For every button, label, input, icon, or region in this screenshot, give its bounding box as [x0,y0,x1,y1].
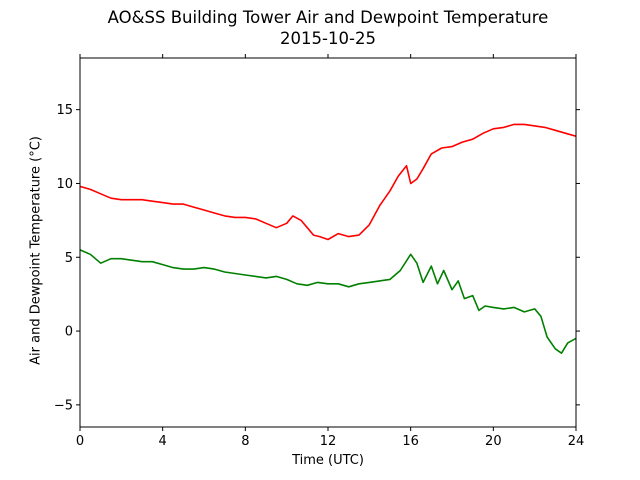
y-tick-label: 10 [56,177,73,192]
x-tick-label: 16 [402,434,419,449]
y-tick-label: 0 [65,325,73,340]
x-tick-label: 4 [159,434,167,449]
x-axis-label: Time (UTC) [292,453,364,468]
chart-subtitle: 2015-10-25 [280,29,376,48]
x-tick-label: 8 [241,434,249,449]
axes-frame [79,57,577,428]
x-tick-label: 0 [76,434,84,449]
chart-title: AO&SS Building Tower Air and Dewpoint Te… [107,8,549,27]
y-tick-label: −5 [54,398,73,413]
x-tick-label: 12 [320,434,337,449]
ticks-layer: 0 4 8 12 16 20 24 −5 0 5 10 15 [54,54,584,449]
series-line-1 [80,123,576,241]
x-tick-label: 24 [568,434,585,449]
y-tick-label: 15 [56,103,73,118]
x-tick-label: 20 [485,434,502,449]
series-line-2 [80,249,576,354]
y-axis-label: Air and Dewpoint Temperature (°C) [28,136,44,365]
y-tick-label: 5 [65,251,73,266]
series-layer [80,123,576,354]
